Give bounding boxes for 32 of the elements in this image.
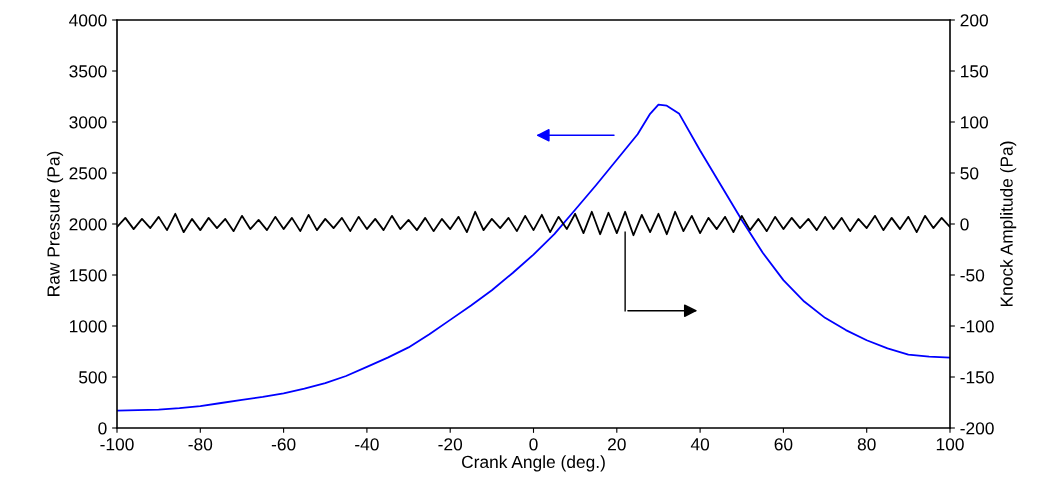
x-tick-label: -80 [188, 438, 213, 451]
x-tick-label: 80 [857, 438, 876, 451]
y2-tick-label: 200 [960, 14, 989, 27]
x-axis-title: Crank Angle (deg.) [462, 455, 605, 472]
y2-tick-label: -150 [960, 371, 994, 384]
y-axis-title: Raw Pressure (Pa) [46, 151, 64, 296]
y-tick-label: 1500 [69, 269, 107, 282]
x-tick-label: 100 [936, 438, 964, 451]
y2-tick-label: -100 [960, 320, 994, 333]
x-tick-label: 20 [608, 438, 626, 451]
y-tick-label: 500 [79, 371, 107, 384]
y-tick-label: 0 [98, 422, 107, 435]
x-tick-label: -40 [355, 438, 379, 451]
x-tick-label: 0 [529, 438, 538, 451]
y-tick-label: 3000 [69, 116, 107, 129]
y-tick-label: 4000 [69, 14, 107, 27]
y2-tick-label: -200 [960, 422, 994, 435]
y-tick-label: 2000 [69, 218, 107, 231]
y2-tick-label: 100 [961, 116, 989, 129]
x-tick-label: 60 [774, 438, 793, 451]
x-tick-label: -100 [100, 438, 134, 451]
y-tick-label: 1000 [69, 320, 107, 333]
y-tick-label: 2500 [69, 167, 107, 180]
x-tick-label: -20 [438, 438, 463, 451]
x-tick-label: -60 [271, 438, 296, 451]
y2-tick-label: -50 [960, 269, 985, 282]
y2-tick-label: 150 [961, 65, 989, 78]
y2-axis-title: Knock Amplitude (Pa) [1000, 141, 1017, 307]
y-tick-label: 3500 [69, 65, 107, 78]
x-tick-label: 40 [690, 438, 710, 451]
y2-tick-label: 50 [960, 167, 979, 180]
y2-tick-label: 0 [960, 218, 969, 231]
